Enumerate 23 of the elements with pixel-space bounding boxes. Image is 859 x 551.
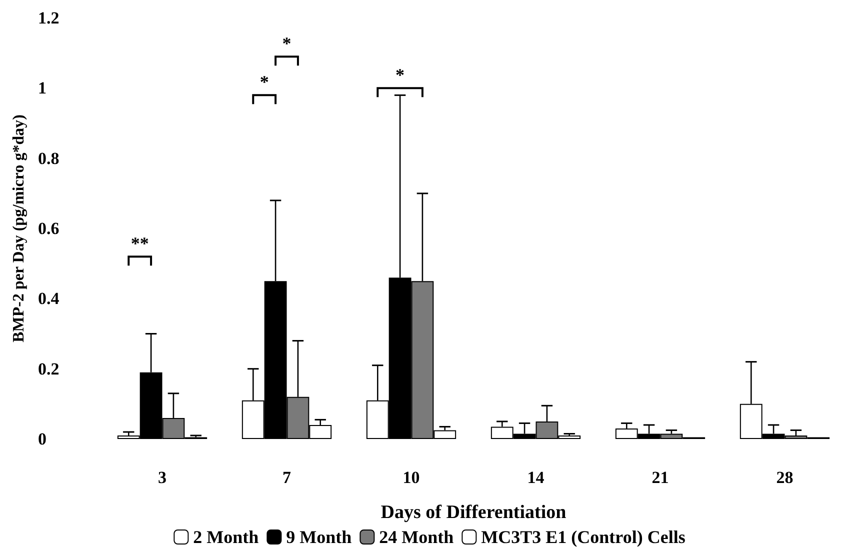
y-tick-label: 0.4 <box>38 289 60 308</box>
x-tick-label: 7 <box>282 468 292 487</box>
x-tick-label: 14 <box>527 468 545 487</box>
y-tick-label: 1 <box>38 78 46 98</box>
legend-label: MC3T3 E1 (Control) Cells <box>481 527 686 547</box>
x-tick-label: 21 <box>652 468 669 487</box>
x-tick-label: 3 <box>158 468 166 487</box>
annotation: * <box>260 72 269 92</box>
legend-label: 9 Month <box>286 527 352 547</box>
x-axis-title: Days of Differentiation <box>380 502 567 523</box>
annotation: * <box>396 65 405 86</box>
x-tick-label: 10 <box>402 468 420 487</box>
y-tick-label: 0.6 <box>38 219 60 238</box>
y-tick-label: 0 <box>38 430 46 448</box>
annotation: * <box>282 34 292 54</box>
y-tick-label: 0.2 <box>38 359 60 378</box>
legend-label: 2 Month <box>193 527 259 547</box>
y-axis-title: BMP-2 per Day (pg/micro g*day) <box>10 114 28 342</box>
legend-label: 24 Month <box>379 527 454 547</box>
y-tick-label: 0.8 <box>38 148 60 168</box>
annotation: ** <box>130 234 149 254</box>
y-tick-label: 1.2 <box>38 8 60 28</box>
x-tick-label: 28 <box>776 468 794 487</box>
